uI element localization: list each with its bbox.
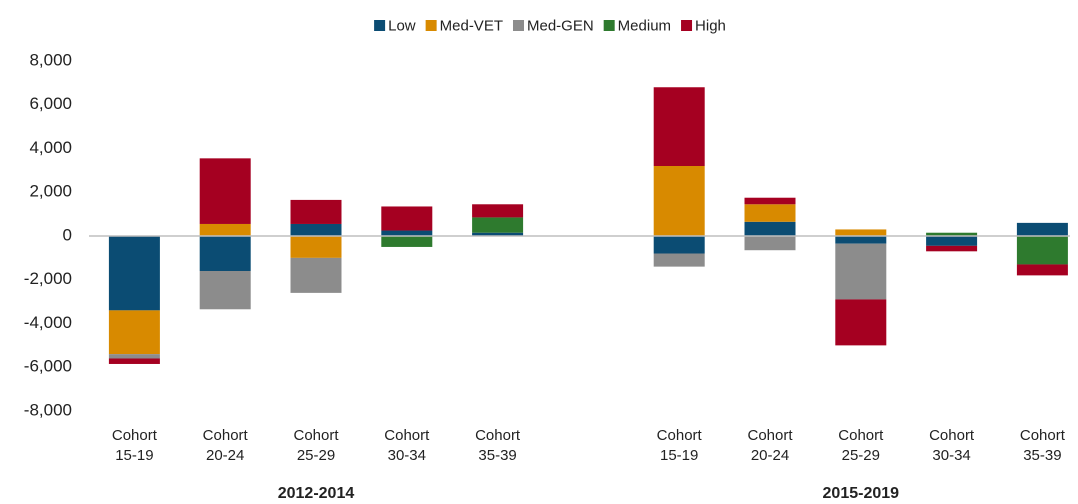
group-label: 2012-2014 (278, 485, 355, 502)
x-tick-label: Cohort 30-34 (929, 427, 975, 464)
y-tick-label: 2,000 (29, 182, 72, 201)
bar-segment (744, 204, 796, 222)
bar-segment (199, 223, 251, 236)
legend-swatch (512, 20, 524, 31)
legend-label: Low (388, 17, 416, 34)
x-tick-label: Cohort 20-24 (747, 427, 793, 464)
x-tick-label: Cohort 25-29 (293, 427, 339, 464)
bar-segment (199, 271, 251, 310)
bar-segment (1016, 264, 1068, 276)
legend-swatch (681, 20, 693, 31)
x-tick-label: Cohort 15-19 (657, 427, 703, 464)
bar-segment (381, 236, 433, 247)
bar-segment (381, 230, 433, 236)
bar-segment (199, 158, 251, 224)
legend-label: High (695, 17, 726, 34)
group-label: 2015-2019 (823, 485, 900, 502)
bar-segment (1016, 222, 1068, 236)
bar-segment (108, 354, 160, 359)
bar-segment (108, 236, 160, 311)
bar-segment (199, 236, 251, 271)
legend-label: Medium (618, 17, 671, 34)
legend-label: Med-GEN (527, 17, 594, 34)
bar-segment (835, 243, 887, 300)
bar-segment (472, 217, 524, 233)
legend-swatch (374, 20, 386, 31)
legend: Low Med-VET Med-GEN Medium High (374, 17, 726, 34)
x-tick-label: Cohort 35-39 (475, 427, 521, 464)
bar-segment (744, 197, 796, 205)
x-tick-label: Cohort 15-19 (112, 427, 158, 464)
bar-segment (472, 204, 524, 218)
bar-segment (653, 236, 705, 254)
bar-segment (290, 199, 342, 224)
legend-swatch (603, 20, 615, 31)
legend-swatch (425, 20, 437, 31)
bar-segment (108, 358, 160, 364)
x-tick-label: Cohort 25-29 (838, 427, 884, 464)
y-tick-label: -2,000 (24, 269, 72, 288)
y-tick-label: -4,000 (24, 313, 72, 332)
bar-segment (290, 257, 342, 293)
bar-segment (744, 236, 796, 251)
y-tick-label: 6,000 (29, 94, 72, 113)
bar-segment (290, 236, 342, 258)
bar-segment (108, 310, 160, 355)
x-tick-label: Cohort 20-24 (203, 427, 249, 464)
bar-segment (926, 245, 978, 252)
bar-segment (653, 166, 705, 236)
y-tick-label: 8,000 (29, 50, 72, 69)
y-tick-label: -6,000 (24, 357, 72, 376)
bar-segment (472, 232, 524, 236)
bar-segment (653, 253, 705, 267)
bar-segment (381, 206, 433, 231)
bar-segment (744, 221, 796, 236)
bar-segment (1016, 236, 1068, 265)
y-tick-label: 4,000 (29, 138, 72, 157)
bar-segment (653, 87, 705, 166)
bar-segment (290, 223, 342, 236)
x-tick-label: Cohort 30-34 (384, 427, 430, 464)
bar-segment (926, 232, 978, 236)
y-tick-label: -8,000 (24, 400, 72, 419)
bar-segment (926, 236, 978, 246)
x-tick-label: Cohort 35-39 (1020, 427, 1066, 464)
bar-segment (835, 236, 887, 244)
y-tick-label: 0 (63, 225, 72, 244)
bar-segment (835, 229, 887, 236)
bar-segment (835, 299, 887, 346)
legend-label: Med-VET (440, 17, 503, 34)
